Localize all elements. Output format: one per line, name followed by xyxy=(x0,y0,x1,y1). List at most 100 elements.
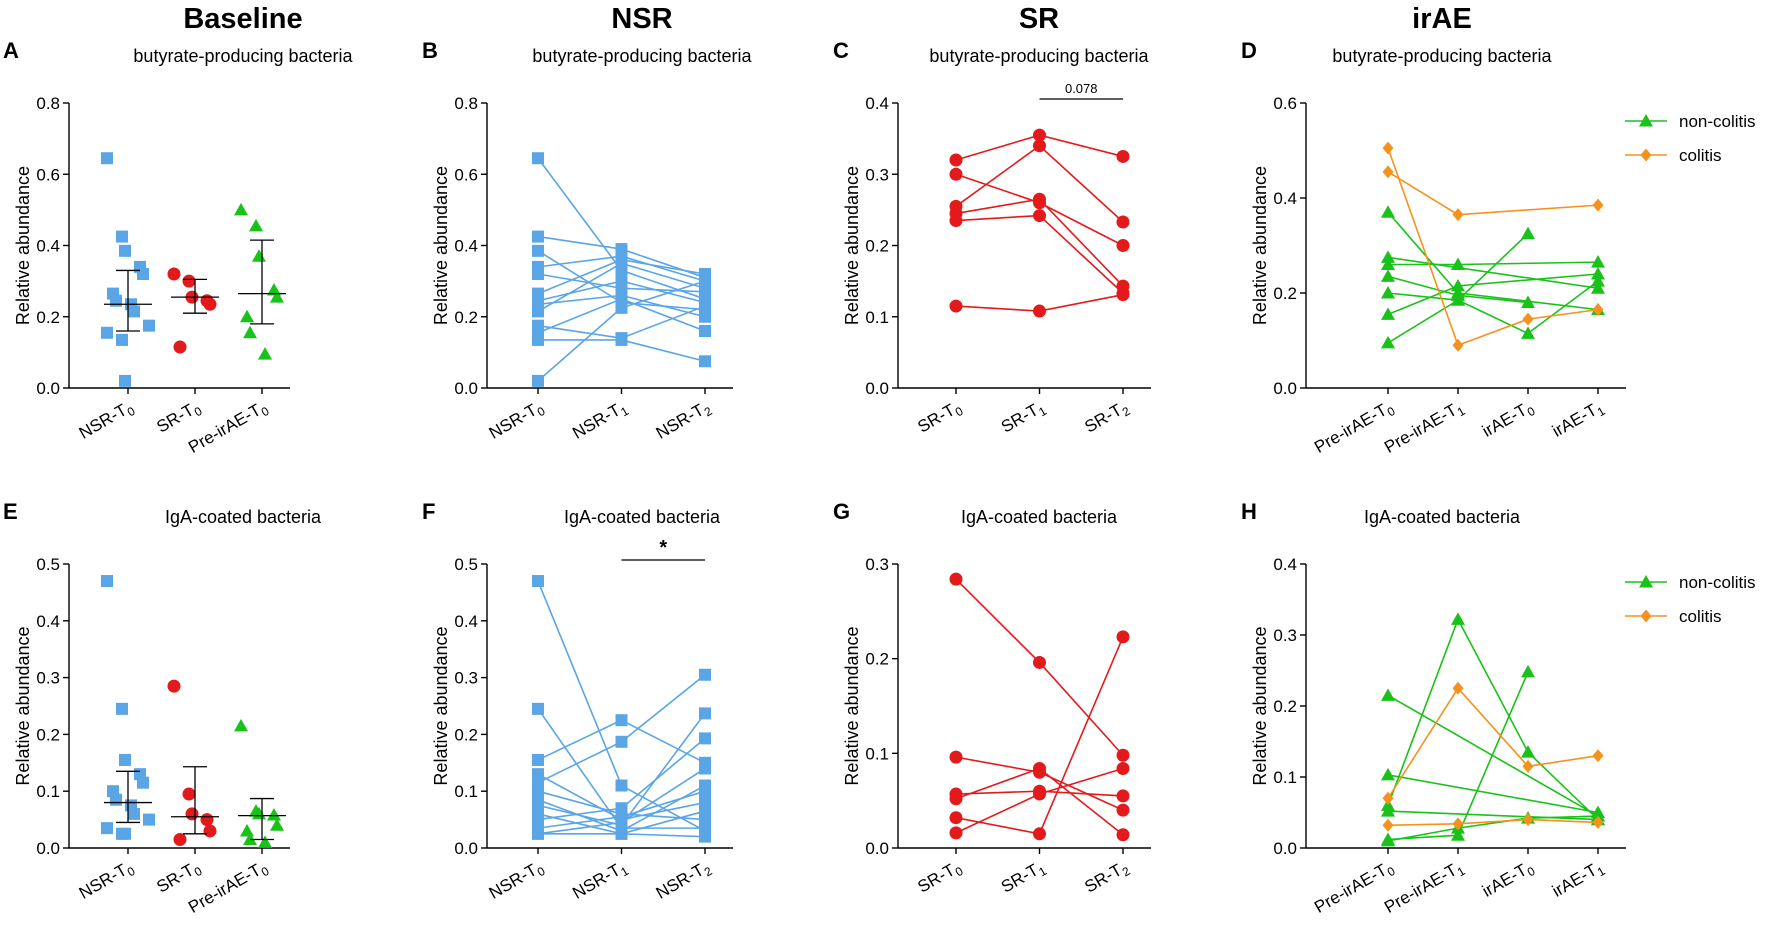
data-point-h xyxy=(1451,828,1465,841)
column-header-sr: SR xyxy=(1019,3,1059,35)
data-point-e xyxy=(267,808,281,821)
x-tick-label-b: NSR-T1 xyxy=(569,397,631,446)
legend-label-h: non-colitis xyxy=(1679,573,1756,592)
x-tick-label-e-text: NSR-T xyxy=(76,860,130,902)
series-line-d xyxy=(1387,273,1599,316)
data-point-e xyxy=(128,807,140,820)
y-tick-label-g: 0.3 xyxy=(865,555,889,574)
data-point-d xyxy=(1452,208,1464,222)
data-point-b xyxy=(615,301,628,314)
data-point-g xyxy=(1116,789,1130,803)
x-tick-label-d-text: irAE-T xyxy=(1479,400,1530,441)
y-tick-label-f: 0.1 xyxy=(454,782,478,801)
x-tick-label-h: Pre-irAE-T1 xyxy=(1381,857,1468,920)
y-axis-label-a: Relative abundance xyxy=(13,166,33,325)
data-point-e xyxy=(234,718,248,732)
data-point-f xyxy=(699,732,711,745)
y-tick-label-d: 0.2 xyxy=(1273,284,1297,303)
y-tick-label-d: 0.6 xyxy=(1273,94,1297,113)
column-header-nsr: NSR xyxy=(611,3,672,35)
y-tick-label-b: 0.4 xyxy=(454,237,478,256)
y-tick-label-c: 0.4 xyxy=(865,94,889,113)
data-point-e xyxy=(119,827,131,840)
data-point-d xyxy=(1381,269,1395,282)
y-tick-label-c: 0.0 xyxy=(865,379,889,398)
data-point-h xyxy=(1591,809,1605,822)
x-tick-label-c-text: SR-T xyxy=(998,400,1042,436)
panel-letter-e: E xyxy=(3,499,18,524)
y-tick-label-c: 0.1 xyxy=(865,308,889,327)
y-tick-label-h: 0.3 xyxy=(1273,626,1297,645)
data-point-f xyxy=(532,753,544,766)
data-point-g xyxy=(1033,787,1046,801)
y-tick-label-g: 0.1 xyxy=(865,744,889,763)
y-tick-label-f: 0.5 xyxy=(454,555,478,574)
data-point-d xyxy=(1592,303,1604,317)
data-point-e xyxy=(270,818,284,831)
y-tick-label-a: 0.2 xyxy=(36,308,60,327)
data-point-a xyxy=(173,340,187,354)
data-point-a xyxy=(119,374,131,387)
data-point-c xyxy=(949,153,963,167)
series-line-d xyxy=(1387,171,1599,216)
data-point-d xyxy=(1451,278,1465,292)
data-point-b xyxy=(532,374,544,387)
column-header-irae: irAE xyxy=(1412,3,1472,35)
legend-label-d: non-colitis xyxy=(1679,112,1756,131)
data-point-a xyxy=(143,319,155,332)
x-tick-label-c: SR-T0 xyxy=(914,397,965,439)
data-point-b xyxy=(699,300,711,313)
panel-letter-g: G xyxy=(833,499,850,524)
data-point-b xyxy=(532,244,544,257)
y-tick-label-f: 0.0 xyxy=(454,839,478,858)
x-tick-label-c: SR-T2 xyxy=(1081,397,1132,439)
data-point-g xyxy=(1116,803,1130,817)
data-point-b xyxy=(532,333,544,346)
x-tick-label-d: Pre-irAE-T1 xyxy=(1381,397,1468,460)
data-point-g xyxy=(949,811,963,825)
y-axis-label-b: Relative abundance xyxy=(431,166,451,325)
y-tick-label-b: 0.2 xyxy=(454,308,478,327)
data-point-b xyxy=(699,310,711,323)
data-point-a xyxy=(270,290,284,303)
y-tick-label-f: 0.4 xyxy=(454,612,478,631)
data-point-e xyxy=(185,807,199,821)
data-point-c xyxy=(949,299,963,313)
y-tick-label-d: 0.0 xyxy=(1273,379,1297,398)
data-point-b xyxy=(532,305,544,318)
data-point-a xyxy=(182,274,196,288)
data-point-f xyxy=(699,785,711,798)
data-point-h xyxy=(1592,815,1604,829)
series-line-d xyxy=(1387,211,1599,311)
data-point-d xyxy=(1522,312,1534,326)
y-tick-label-e: 0.4 xyxy=(36,612,60,631)
y-tick-label-e: 0.0 xyxy=(36,839,60,858)
data-point-c xyxy=(1033,192,1046,206)
data-point-a xyxy=(128,305,140,318)
series-line-h xyxy=(1387,810,1599,821)
data-point-d xyxy=(1451,293,1465,306)
data-point-b xyxy=(532,152,544,165)
panel-letter-b: B xyxy=(422,38,438,63)
y-axis-label-h: Relative abundance xyxy=(1250,626,1270,785)
data-point-c xyxy=(1033,139,1046,153)
legend-marker-d xyxy=(1640,148,1652,162)
y-tick-label-a: 0.6 xyxy=(36,165,60,184)
data-point-c xyxy=(1116,149,1130,163)
data-point-f xyxy=(532,702,544,715)
y-tick-label-e: 0.1 xyxy=(36,782,60,801)
data-point-f xyxy=(615,735,628,748)
data-point-a xyxy=(119,244,131,257)
data-point-g xyxy=(1116,761,1130,775)
series-line-h xyxy=(1387,686,1599,799)
y-axis-label-f: Relative abundance xyxy=(431,626,451,785)
panel-letter-a: A xyxy=(3,38,19,63)
data-point-g xyxy=(1116,630,1130,644)
data-point-d xyxy=(1381,286,1395,299)
data-point-g xyxy=(1116,828,1130,842)
x-tick-label-f: NSR-T1 xyxy=(569,857,631,906)
data-point-f xyxy=(615,714,628,727)
